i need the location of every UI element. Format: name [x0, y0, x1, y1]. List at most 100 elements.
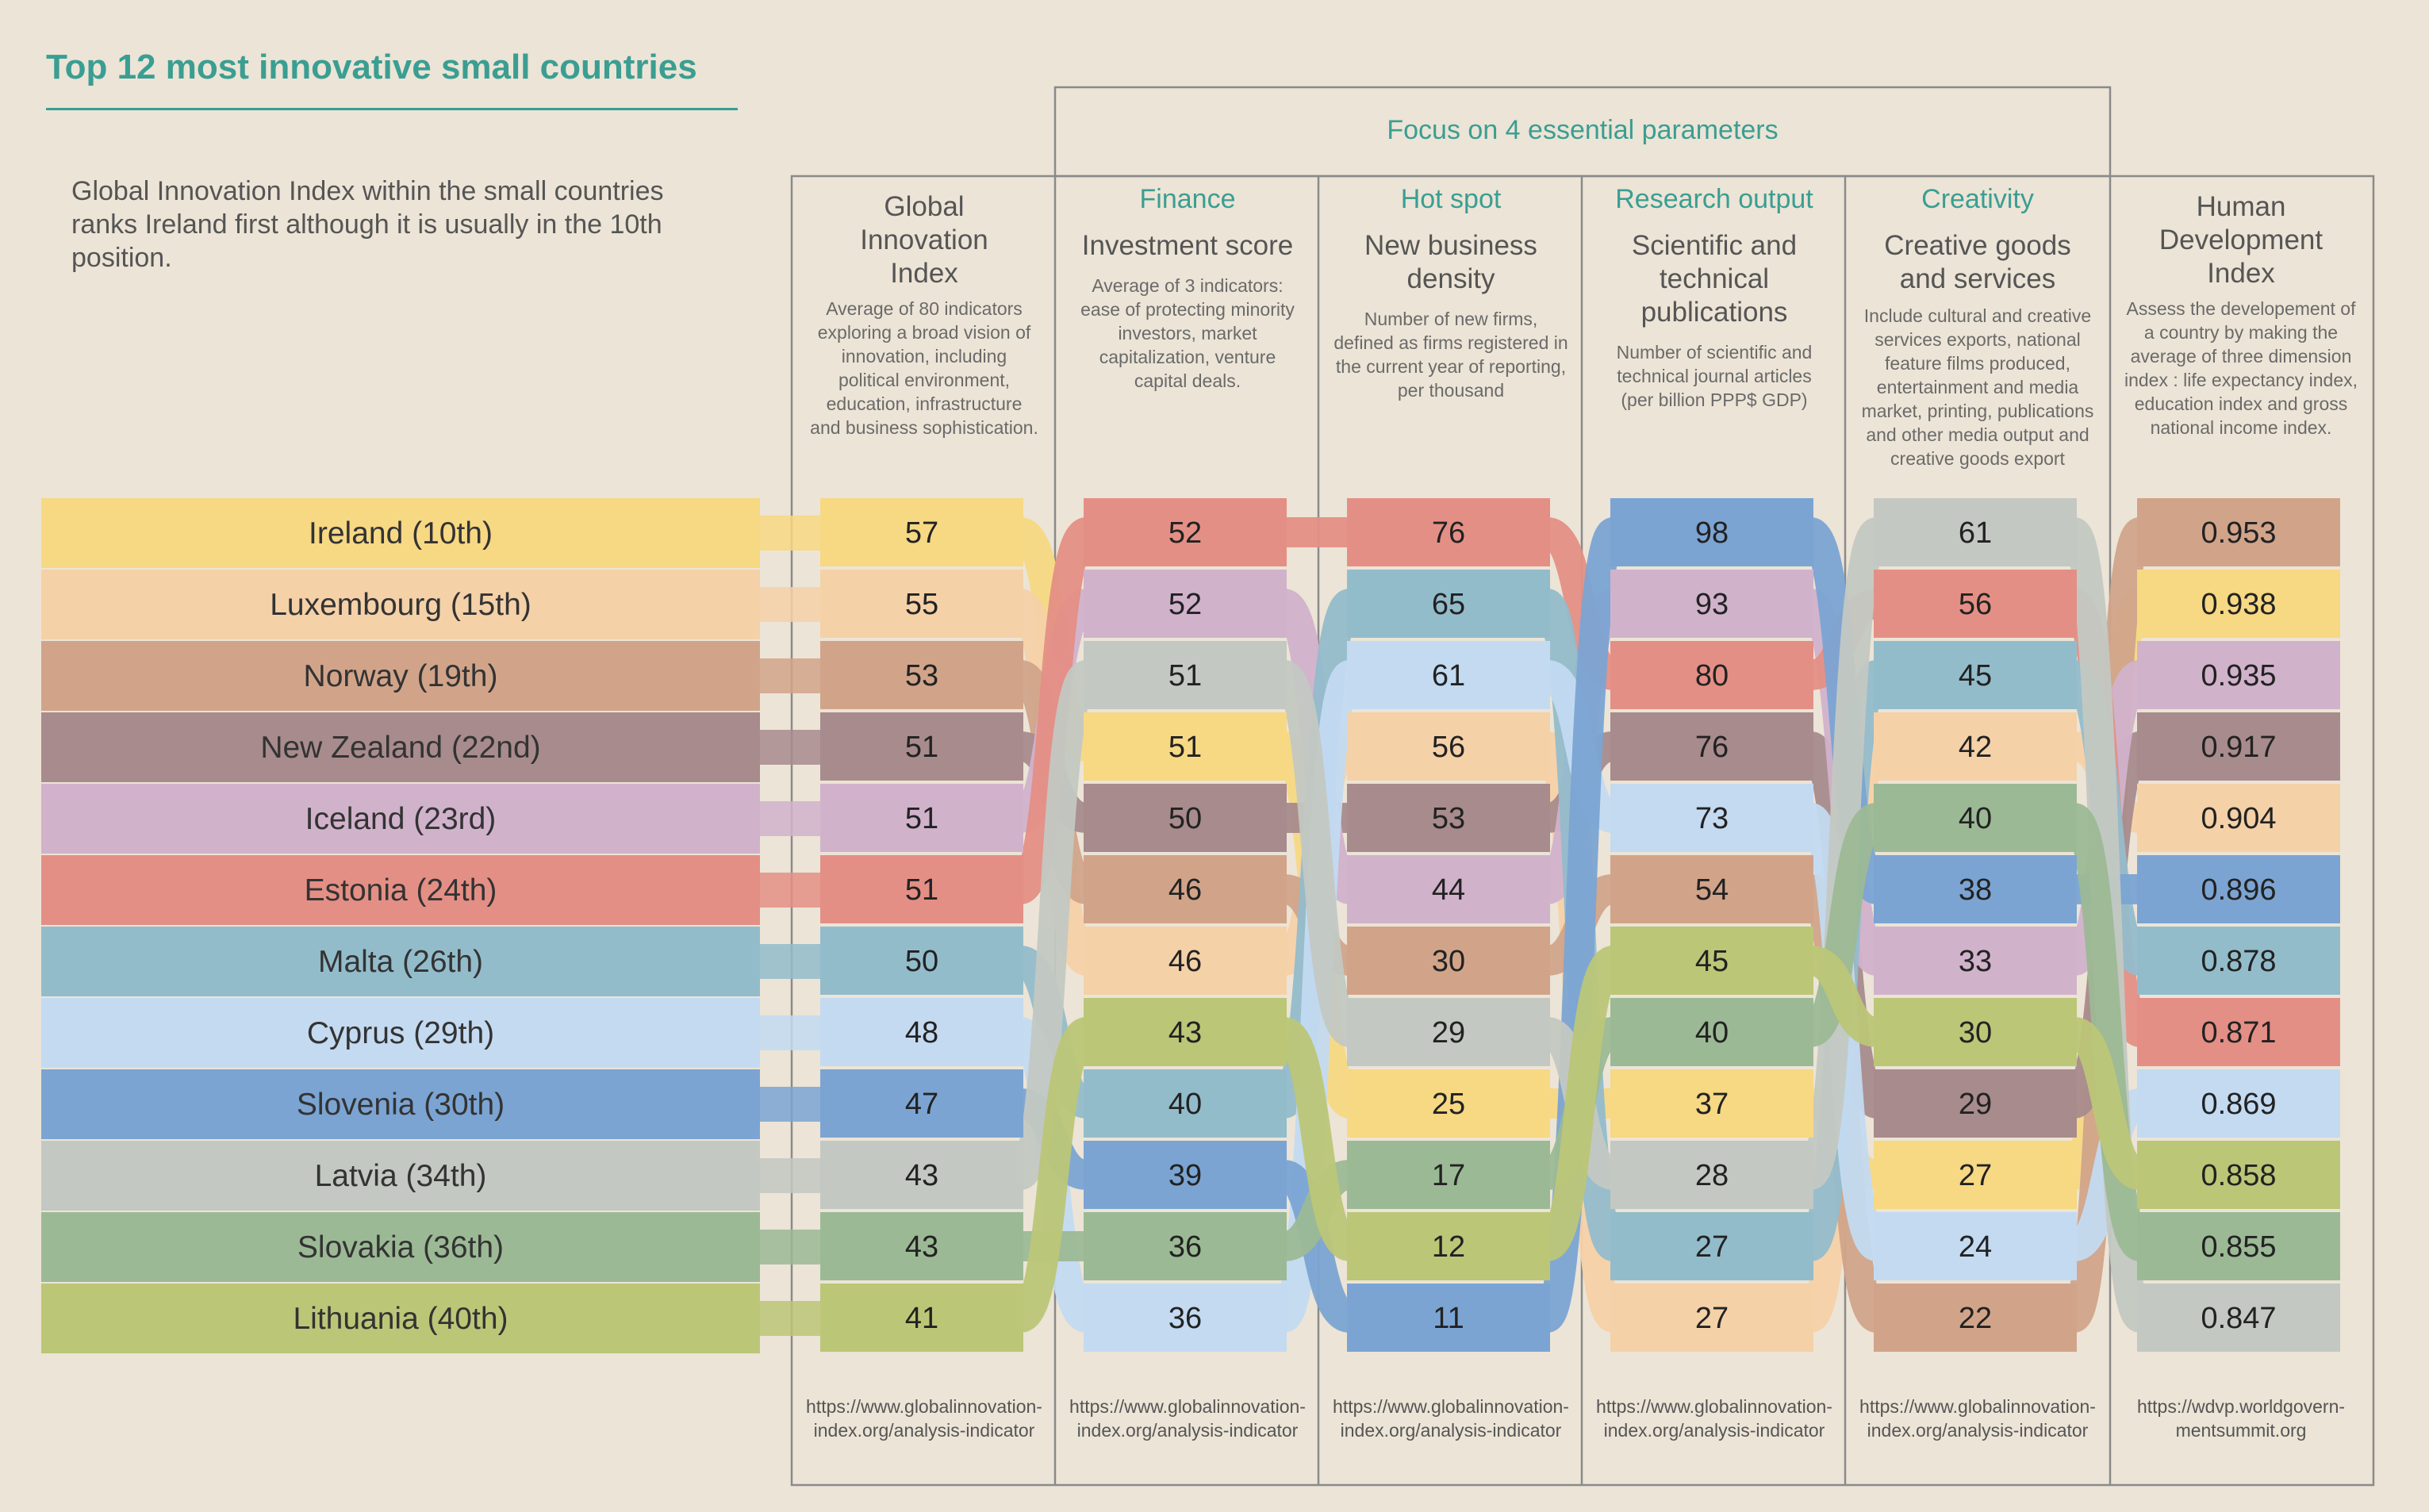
value-cell-gii-lithuania	[820, 1284, 1023, 1352]
value-cell-finance-latvia	[1084, 641, 1287, 709]
value-cell-hotspot-cyprus	[1347, 641, 1550, 709]
value-label: 51	[1168, 659, 1202, 693]
value-cell-research-malta	[1610, 1212, 1813, 1280]
value-cell-research-new-zealand	[1610, 712, 1813, 781]
value-label: 28	[1695, 1159, 1729, 1192]
value-label: 46	[1168, 873, 1202, 907]
column-category: Creativity	[1921, 184, 2034, 214]
value-cell-finance-ireland	[1084, 712, 1287, 781]
value-label: 73	[1695, 802, 1729, 835]
column-header-hdi: Human Development Index Assess the devel…	[2110, 190, 2372, 439]
country-link-iceland	[760, 801, 820, 836]
value-cell-gii-latvia	[820, 1141, 1023, 1209]
value-label: 76	[1695, 731, 1729, 764]
value-label: 51	[905, 873, 938, 907]
country-label: Ireland (10th)	[309, 516, 493, 551]
value-cell-finance-malta	[1084, 1069, 1287, 1138]
value-label: 30	[1432, 945, 1465, 978]
value-label: 44	[1432, 873, 1465, 907]
value-cell-creativity-luxembourg	[1874, 712, 2077, 781]
value-label: 98	[1695, 516, 1729, 550]
value-label: 29	[1432, 1016, 1465, 1050]
value-cell-gii-ireland	[820, 498, 1023, 566]
country-label: New Zealand (22nd)	[260, 731, 540, 765]
country-label: Luxembourg (15th)	[270, 588, 531, 622]
country-label: Iceland (23rd)	[305, 802, 497, 836]
column-metric: New business density	[1364, 230, 1537, 294]
source-gii: https://www.globalinnovation-index.org/a…	[806, 1396, 1042, 1441]
value-cell-research-luxembourg	[1610, 1284, 1813, 1352]
country-link-lithuania	[760, 1301, 820, 1336]
column-header-finance: Finance Investment score Average of 3 in…	[1057, 184, 1318, 393]
column-description: Average of 80 indicators exploring a bro…	[810, 298, 1038, 438]
country-link-malta	[760, 944, 820, 979]
column-metric: Scientific and technical publications	[1631, 230, 1798, 328]
value-label: 43	[905, 1230, 938, 1264]
value-cell-hdi-luxembourg	[2137, 784, 2340, 852]
value-cell-hdi-norway	[2137, 498, 2340, 566]
value-label: 0.953	[2201, 516, 2276, 550]
connector-latvia	[1011, 660, 1096, 1190]
column-description: Number of scientific and technical journ…	[1616, 342, 1813, 410]
value-cell-research-ireland	[1610, 1069, 1813, 1138]
value-cell-hotspot-new-zealand	[1347, 784, 1550, 852]
value-cell-gii-iceland	[820, 784, 1023, 852]
value-cell-gii-cyprus	[820, 998, 1023, 1066]
value-label: 50	[905, 945, 938, 978]
value-cell-hotspot-norway	[1347, 927, 1550, 995]
value-cell-gii-slovakia	[820, 1212, 1023, 1280]
focus-label: Focus on 4 essential parameters	[1387, 115, 1779, 145]
value-label: 0.878	[2201, 945, 2276, 978]
country-band-luxembourg	[41, 570, 760, 639]
value-label: 0.938	[2201, 588, 2276, 621]
value-cell-finance-new-zealand	[1084, 784, 1287, 852]
value-cell-hotspot-slovakia	[1347, 1141, 1550, 1209]
connector-lithuania	[1540, 946, 1621, 1261]
country-label: Latvia (34th)	[315, 1159, 487, 1193]
value-cell-finance-lithuania	[1084, 998, 1287, 1066]
country-label: Estonia (24th)	[305, 873, 497, 908]
value-cell-finance-norway	[1084, 855, 1287, 923]
value-cell-hotspot-ireland	[1347, 1069, 1550, 1138]
value-cell-creativity-malta	[1874, 641, 2077, 709]
value-label: 65	[1432, 588, 1465, 621]
value-label: 50	[1168, 802, 1202, 835]
country-band-iceland	[41, 784, 760, 854]
connector-slovenia	[1536, 517, 1625, 1333]
connector-slovenia	[1280, 1160, 1354, 1333]
value-cell-finance-iceland	[1084, 570, 1287, 638]
column-metric: Investment score	[1081, 230, 1294, 261]
value-box-layer: 57 55 53 51 51 51 50 48 47 43 43 41 52 52 51 51 50 46 46 43…	[820, 498, 2340, 1352]
value-label: 55	[905, 588, 938, 621]
country-band-malta	[41, 927, 760, 996]
value-label: 57	[905, 516, 938, 550]
value-cell-creativity-norway	[1874, 1284, 2077, 1352]
value-label: 17	[1432, 1159, 1465, 1192]
value-label: 53	[905, 659, 938, 693]
value-cell-creativity-estonia	[1874, 570, 2077, 638]
value-label: 0.869	[2201, 1088, 2276, 1121]
value-cell-creativity-cyprus	[1874, 1212, 2077, 1280]
country-band-latvia	[41, 1141, 760, 1211]
value-label: 40	[1959, 802, 1992, 835]
value-cell-creativity-new-zealand	[1874, 1069, 2077, 1138]
connector-latvia	[1276, 660, 1358, 1047]
value-label: 41	[905, 1302, 938, 1335]
value-cell-gii-estonia	[820, 855, 1023, 923]
connector-slovakia	[2065, 803, 2149, 1261]
connector-layer	[1011, 516, 2151, 1333]
value-cell-creativity-slovenia	[1874, 855, 2077, 923]
value-cell-hdi-lithuania	[2137, 1141, 2340, 1209]
value-label: 24	[1959, 1230, 1992, 1264]
column-header-creativity: Creativity Creative goods and services I…	[1847, 184, 2109, 470]
value-cell-research-cyprus	[1610, 784, 1813, 852]
column-description: Assess the developement of a country by …	[2124, 298, 2358, 438]
value-cell-hdi-cyprus	[2137, 1069, 2340, 1138]
value-cell-hdi-latvia	[2137, 1284, 2340, 1352]
title-underline	[46, 108, 738, 110]
value-label: 22	[1959, 1302, 1992, 1335]
value-label: 0.904	[2201, 802, 2276, 835]
value-label: 25	[1432, 1088, 1465, 1121]
column-category: Research output	[1615, 184, 1813, 214]
